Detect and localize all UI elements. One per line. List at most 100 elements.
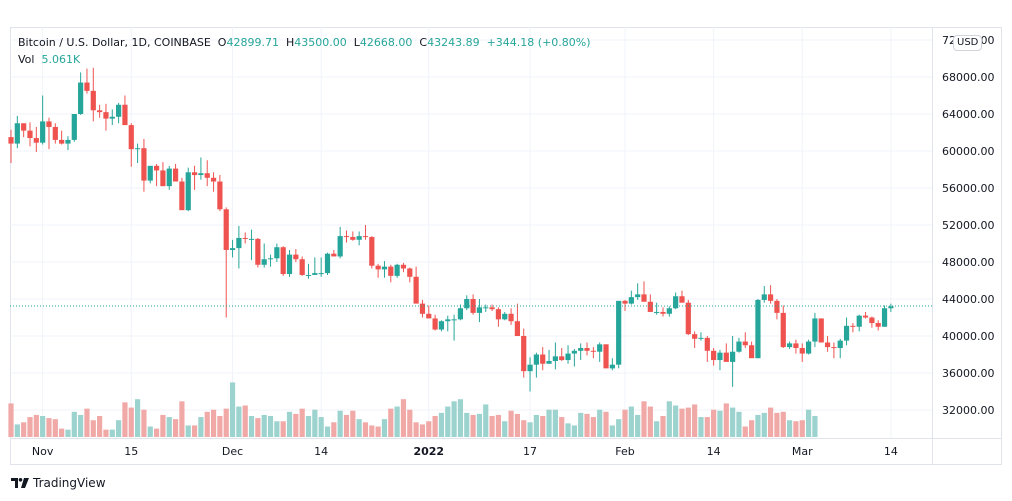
candle[interactable]	[217, 175, 223, 212]
candle[interactable]	[33, 126, 39, 152]
candle[interactable]	[135, 143, 141, 164]
candle[interactable]	[445, 315, 451, 332]
symbol-title[interactable]: Bitcoin / U.S. Dollar, 1D, COINBASE	[18, 36, 211, 49]
candle[interactable]	[470, 294, 476, 315]
candle[interactable]	[407, 267, 413, 283]
candle[interactable]	[673, 292, 679, 310]
candle[interactable]	[356, 231, 362, 246]
candle[interactable]	[546, 349, 552, 364]
candle[interactable]	[540, 347, 546, 371]
candle[interactable]	[654, 302, 660, 315]
candle[interactable]	[160, 162, 166, 187]
candle[interactable]	[521, 328, 527, 378]
candle[interactable]	[153, 163, 160, 187]
candle[interactable]	[103, 103, 109, 131]
candle[interactable]	[179, 177, 185, 211]
candle[interactable]	[464, 295, 470, 311]
candle[interactable]	[191, 165, 198, 190]
candle[interactable]	[299, 256, 305, 276]
candle[interactable]	[805, 339, 812, 355]
candle[interactable]	[451, 314, 457, 341]
candle[interactable]	[274, 243, 280, 263]
candle[interactable]	[223, 207, 229, 318]
candle[interactable]	[780, 305, 786, 349]
candle[interactable]	[483, 304, 489, 312]
candle[interactable]	[236, 225, 242, 269]
candle[interactable]	[375, 263, 381, 278]
candle[interactable]	[666, 306, 672, 317]
candle[interactable]	[305, 263, 312, 279]
candle[interactable]	[388, 264, 394, 283]
candle[interactable]	[122, 95, 128, 126]
candle[interactable]	[312, 257, 318, 275]
candle[interactable]	[818, 318, 824, 343]
candle[interactable]	[116, 102, 122, 124]
candle[interactable]	[824, 336, 831, 352]
candle[interactable]	[267, 254, 274, 267]
candle[interactable]	[198, 157, 204, 180]
candle[interactable]	[147, 165, 153, 184]
candle[interactable]	[362, 225, 369, 240]
candle[interactable]	[628, 290, 634, 305]
candle[interactable]	[84, 68, 90, 94]
candle[interactable]	[704, 336, 710, 362]
candle[interactable]	[109, 109, 115, 126]
candle[interactable]	[622, 299, 628, 312]
candle[interactable]	[331, 249, 337, 257]
candle[interactable]	[742, 332, 748, 349]
candle[interactable]	[350, 231, 356, 241]
candle[interactable]	[248, 229, 255, 261]
candle[interactable]	[185, 167, 191, 212]
candle[interactable]	[533, 352, 539, 378]
candle[interactable]	[571, 348, 577, 367]
candle[interactable]	[413, 266, 419, 304]
candle[interactable]	[660, 307, 666, 317]
candle[interactable]	[552, 342, 558, 370]
candle[interactable]	[768, 285, 774, 304]
candle[interactable]	[736, 337, 742, 353]
candle[interactable]	[59, 130, 65, 145]
candle[interactable]	[400, 262, 407, 273]
candle[interactable]	[90, 67, 96, 122]
price-axis[interactable]: 72000.0068000.0064000.0060000.0056000.00…	[942, 34, 995, 417]
candle[interactable]	[286, 249, 293, 277]
candle[interactable]	[318, 257, 324, 277]
candle[interactable]	[698, 332, 704, 341]
candle[interactable]	[495, 307, 502, 327]
candle[interactable]	[647, 294, 653, 312]
candle[interactable]	[172, 163, 179, 182]
candle[interactable]	[419, 299, 426, 318]
candle[interactable]	[812, 312, 818, 348]
candle[interactable]	[229, 239, 236, 258]
candle[interactable]	[850, 323, 856, 333]
currency-badge[interactable]: USD	[953, 35, 983, 51]
tradingview-branding[interactable]: TradingView	[11, 476, 106, 490]
candle[interactable]	[755, 299, 761, 359]
candle[interactable]	[128, 123, 134, 167]
candle[interactable]	[692, 331, 698, 349]
candle[interactable]	[527, 357, 533, 392]
candle[interactable]	[584, 342, 590, 356]
candle[interactable]	[242, 232, 248, 244]
candle[interactable]	[438, 320, 445, 332]
candle[interactable]	[369, 236, 375, 269]
candle[interactable]	[875, 320, 881, 331]
candle[interactable]	[837, 338, 843, 359]
candle[interactable]	[559, 348, 565, 361]
candle[interactable]	[166, 165, 172, 190]
candle[interactable]	[97, 104, 103, 118]
candle[interactable]	[603, 344, 609, 369]
candle[interactable]	[324, 252, 331, 275]
candle[interactable]	[46, 117, 52, 150]
candle[interactable]	[14, 115, 20, 149]
candle[interactable]	[565, 345, 571, 364]
candle[interactable]	[869, 316, 875, 328]
candle[interactable]	[723, 343, 729, 362]
candle[interactable]	[641, 281, 647, 302]
candle[interactable]	[261, 243, 267, 268]
candle[interactable]	[831, 342, 837, 359]
candle[interactable]	[337, 226, 343, 259]
candle[interactable]	[432, 314, 438, 331]
candle[interactable]	[635, 283, 641, 300]
